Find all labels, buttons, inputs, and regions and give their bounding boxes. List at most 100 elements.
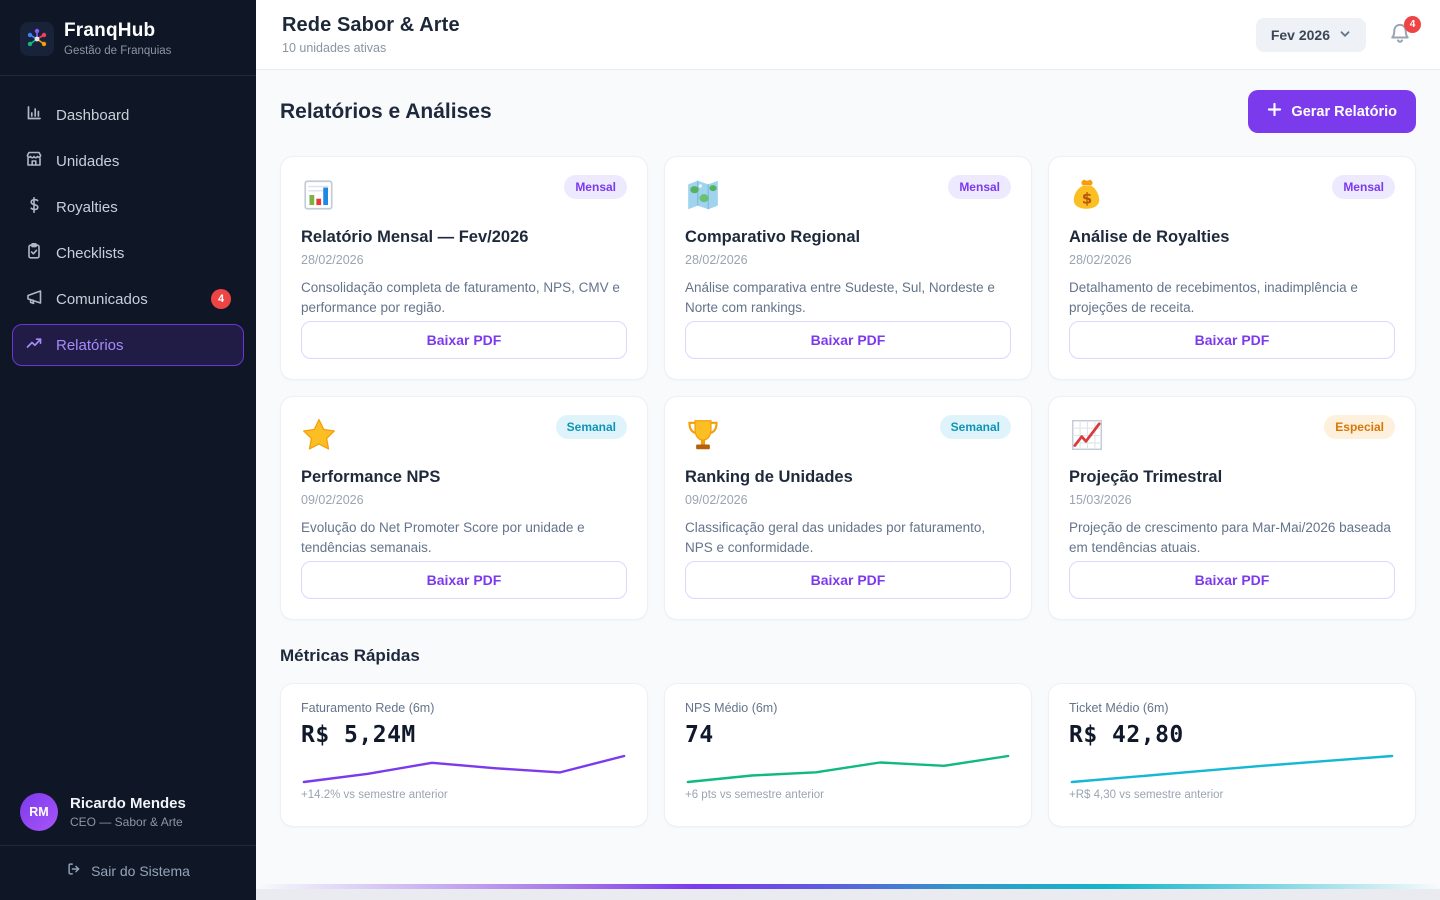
- report-card-performance-nps: Semanal Performance NPS 09/02/2026 Evolu…: [280, 396, 648, 620]
- trend-up-icon: [25, 334, 43, 356]
- download-pdf-button[interactable]: Baixar PDF: [685, 561, 1011, 599]
- report-badge: Mensal: [948, 175, 1011, 199]
- report-date: 09/02/2026: [301, 493, 364, 507]
- report-badge: Semanal: [939, 415, 1011, 439]
- report-badge: Semanal: [555, 415, 627, 439]
- notifications-button[interactable]: 4: [1388, 15, 1421, 48]
- sidebar-item-label: Royalties: [56, 198, 118, 216]
- world-map-icon: [685, 177, 721, 213]
- download-pdf-button[interactable]: Baixar PDF: [301, 561, 627, 599]
- report-date: 28/02/2026: [301, 253, 364, 267]
- metric-label: Faturamento Rede (6m): [301, 701, 435, 715]
- metric-value: 74: [685, 722, 714, 748]
- download-pdf-button[interactable]: Baixar PDF: [1069, 321, 1395, 359]
- network-title: Rede Sabor & Arte: [282, 14, 460, 36]
- report-title: Relatório Mensal — Fev/2026: [301, 228, 529, 246]
- sidebar-item-royalties[interactable]: Royalties: [12, 186, 244, 228]
- report-card-ranking-unidades: Semanal Ranking de Unidades 09/02/2026 C…: [664, 396, 1032, 620]
- page-title: Relatórios e Análises: [280, 99, 492, 123]
- metric-value: R$ 5,24M: [301, 722, 416, 748]
- brand-tagline: Gestão de Franquias: [64, 45, 172, 57]
- report-date: 28/02/2026: [1069, 253, 1132, 267]
- sidebar: FranqHub Gestão de Franquias Dashboard U…: [0, 0, 256, 900]
- footer-strip: [256, 889, 1440, 900]
- sidebar-item-label: Relatórios: [56, 336, 124, 354]
- plus-icon: [1267, 102, 1282, 121]
- report-card-comparativo-regional: Mensal Comparativo Regional 28/02/2026 A…: [664, 156, 1032, 380]
- report-description: Consolidação completa de faturamento, NP…: [301, 280, 620, 316]
- metric-label: Ticket Médio (6m): [1069, 701, 1169, 715]
- report-title: Performance NPS: [301, 468, 441, 486]
- metric-delta: +14.2% vs semestre anterior: [301, 789, 448, 801]
- svg-text:$: $: [1082, 190, 1092, 207]
- report-title: Comparativo Regional: [685, 228, 861, 246]
- franqhub-logo-icon: [20, 21, 54, 56]
- report-cards-row-1: Mensal Relatório Mensal — Fev/2026 28/02…: [280, 156, 1416, 380]
- sidebar-item-label: Comunicados: [56, 290, 148, 308]
- report-card-analise-royalties: Mensal $ Análise de Royalties 28/02/2026…: [1048, 156, 1416, 380]
- dollar-icon: [25, 196, 43, 218]
- report-date: 09/02/2026: [685, 493, 748, 507]
- report-title: Ranking de Unidades: [685, 468, 853, 486]
- sidebar-item-comunicados[interactable]: Comunicados 4: [12, 278, 244, 320]
- nps-sparkline: [685, 753, 1011, 785]
- metrics-row: Faturamento Rede (6m) R$ 5,24M +14.2% vs…: [280, 683, 1416, 827]
- money-bag-icon: $: [1069, 177, 1105, 213]
- footer-gradient-bar: [256, 884, 1440, 889]
- network-subtitle: 10 unidades ativas: [282, 41, 387, 55]
- sidebar-item-label: Unidades: [56, 152, 120, 170]
- sidebar-item-dashboard[interactable]: Dashboard: [12, 94, 244, 136]
- metric-label: NPS Médio (6m): [685, 701, 778, 715]
- metric-card-ticket: Ticket Médio (6m) R$ 42,80 +R$ 4,30 vs s…: [1048, 683, 1416, 827]
- download-pdf-button[interactable]: Baixar PDF: [301, 321, 627, 359]
- user-profile: RM Ricardo Mendes CEO — Sabor & Arte: [0, 777, 256, 845]
- download-pdf-button[interactable]: Baixar PDF: [1069, 561, 1395, 599]
- sidebar-item-relatorios[interactable]: Relatórios: [12, 324, 244, 366]
- metric-card-faturamento: Faturamento Rede (6m) R$ 5,24M +14.2% vs…: [280, 683, 648, 827]
- report-cards-row-2: Semanal Performance NPS 09/02/2026 Evolu…: [280, 396, 1416, 620]
- sidebar-item-checklists[interactable]: Checklists: [12, 232, 244, 274]
- report-description: Análise comparativa entre Sudeste, Sul, …: [685, 280, 995, 316]
- metric-card-nps: NPS Médio (6m) 74 +6 pts vs semestre ant…: [664, 683, 1032, 827]
- clipboard-icon: [25, 242, 43, 264]
- report-description: Detalhamento de recebimentos, inadimplên…: [1069, 280, 1358, 316]
- brand-name: FranqHub: [64, 20, 156, 41]
- avatar: RM: [20, 793, 58, 831]
- logout-icon: [66, 861, 82, 880]
- sidebar-item-label: Checklists: [56, 244, 125, 262]
- period-selector[interactable]: Fev 2026: [1255, 17, 1366, 52]
- sidebar-nav: Dashboard Unidades Royalties: [0, 76, 256, 384]
- sidebar-item-unidades[interactable]: Unidades: [12, 140, 244, 182]
- user-name: Ricardo Mendes: [70, 795, 186, 812]
- logout-button[interactable]: Sair do Sistema: [0, 846, 256, 900]
- ticket-sparkline: [1069, 753, 1395, 785]
- report-title: Projeção Trimestral: [1069, 468, 1223, 486]
- chart-increasing-icon: [1069, 417, 1105, 453]
- metric-delta: +6 pts vs semestre anterior: [685, 789, 825, 801]
- store-icon: [25, 150, 43, 172]
- metric-delta: +R$ 4,30 vs semestre anterior: [1069, 789, 1224, 801]
- comunicados-count-badge: 4: [211, 289, 231, 309]
- sidebar-divider: [0, 75, 256, 76]
- content: Relatórios e Análises Gerar Relatório Me…: [256, 70, 1440, 827]
- report-date: 15/03/2026: [1069, 493, 1132, 507]
- sidebar-divider: [0, 845, 256, 846]
- report-card-projecao-trimestral: Especial Projeção Trimestral 15/03/2026 …: [1048, 396, 1416, 620]
- trophy-icon: [685, 417, 721, 453]
- report-title: Análise de Royalties: [1069, 228, 1230, 246]
- sidebar-bottom: RM Ricardo Mendes CEO — Sabor & Arte Sai…: [0, 777, 256, 900]
- report-description: Projeção de crescimento para Mar-Mai/202…: [1069, 520, 1391, 556]
- report-date: 28/02/2026: [685, 253, 748, 267]
- report-badge: Especial: [1324, 415, 1395, 439]
- generate-report-button[interactable]: Gerar Relatório: [1248, 90, 1416, 133]
- metric-value: R$ 42,80: [1069, 722, 1184, 748]
- period-label: Fev 2026: [1270, 26, 1330, 43]
- sidebar-item-label: Dashboard: [56, 106, 130, 124]
- report-card-relatorio-mensal: Mensal Relatório Mensal — Fev/2026 28/02…: [280, 156, 648, 380]
- chevron-down-icon: [1339, 27, 1351, 43]
- brand: FranqHub Gestão de Franquias: [0, 0, 256, 75]
- megaphone-icon: [25, 288, 43, 310]
- report-badge: Mensal: [564, 175, 627, 199]
- download-pdf-button[interactable]: Baixar PDF: [685, 321, 1011, 359]
- report-description: Evolução do Net Promoter Score por unida…: [301, 520, 585, 556]
